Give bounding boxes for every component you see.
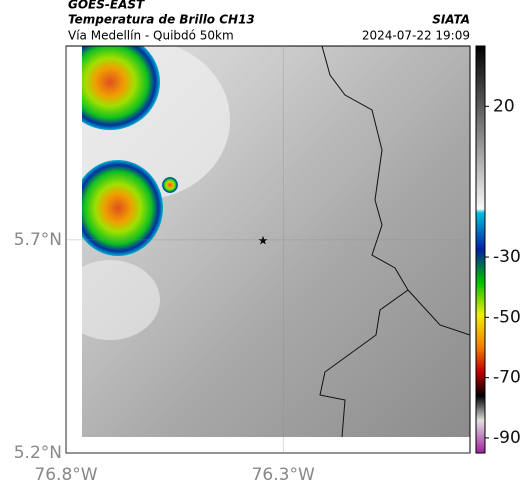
colorbar-tick-label: -70 (493, 368, 521, 388)
colorbar-tick-label: 20 (493, 96, 515, 116)
subtitle: Temperatura de Brillo CH13 (68, 13, 255, 27)
colorbar-tick-label: -30 (493, 247, 521, 267)
timestamp: 2024-07-22 19:09 (362, 29, 470, 43)
colorbar-tick-label: -50 (493, 307, 521, 327)
y-tick-label: 5.7°N (14, 230, 62, 250)
colorbar (475, 45, 486, 454)
route: Vía Medellín - Quibdó 50km (68, 29, 234, 43)
colorbar-tick-label: -90 (493, 428, 521, 448)
title: GOES-EAST (68, 0, 145, 12)
location-marker: ★ (258, 234, 269, 248)
x-tick-label: 76.8°W (34, 465, 97, 485)
source: SIATA (432, 13, 470, 27)
imagery (82, 46, 470, 437)
x-tick-label: 76.3°W (252, 465, 315, 485)
y-tick-label: 5.2°N (14, 443, 62, 463)
